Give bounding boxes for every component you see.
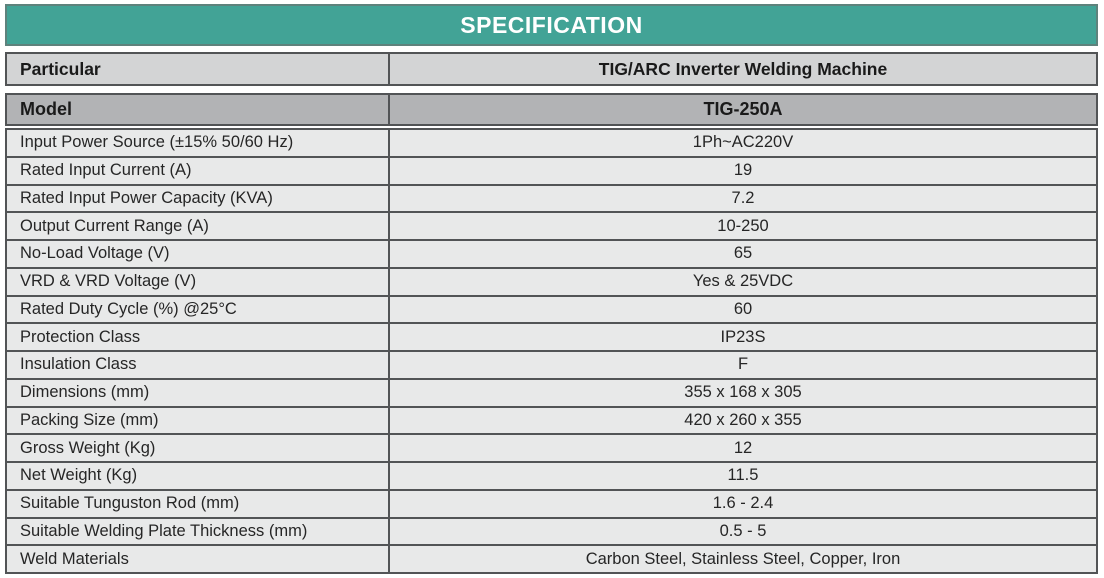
spec-value-cell: 1.6 - 2.4 — [712, 494, 774, 513]
table-row: Insulation Class F — [7, 352, 1096, 380]
spec-label-cell: Gross Weight (Kg) — [7, 435, 390, 461]
table-row: Suitable Tunguston Rod (mm) 1.6 - 2.4 — [7, 490, 1096, 519]
spec-value-cell: Carbon Steel, Stainless Steel, Copper, I… — [585, 549, 901, 568]
spec-label-cell: Rated Input Power Capacity (KVA) — [7, 185, 390, 212]
spec-label-cell: Rated Input Current (A) — [7, 157, 390, 184]
spec-label-cell: Dimensions (mm) — [7, 379, 390, 406]
specification-title-bar: SPECIFICATION — [5, 4, 1098, 46]
spec-value-cell: 1Ph~AC220V — [692, 133, 794, 152]
spec-value-cell: 19 — [733, 161, 753, 180]
specification-table: Input Power Source (±15% 50/60 Hz) 1Ph~A… — [5, 128, 1098, 574]
particular-header-label: Particular — [7, 54, 390, 84]
spec-label-cell: No-Load Voltage (V) — [7, 241, 390, 267]
spec-label-cell: Packing Size (mm) — [7, 407, 390, 434]
table-row: Weld Materials Carbon Steel, Stainless S… — [7, 546, 1096, 572]
spec-label-cell: Net Weight (Kg) — [7, 463, 390, 489]
spec-label-cell: Insulation Class — [7, 352, 390, 378]
spec-label-cell: VRD & VRD Voltage (V) — [7, 268, 390, 295]
spec-label-cell: Input Power Source (±15% 50/60 Hz) — [7, 130, 390, 156]
table-row: Input Power Source (±15% 50/60 Hz) 1Ph~A… — [7, 130, 1096, 158]
particular-header-row: Particular TIG/ARC Inverter Welding Mach… — [5, 52, 1098, 86]
table-row: VRD & VRD Voltage (V) Yes & 25VDC — [7, 268, 1096, 297]
spec-value-cell: 0.5 - 5 — [719, 521, 767, 540]
spec-value-cell: 10-250 — [717, 216, 769, 235]
spec-value-cell: IP23S — [720, 327, 766, 346]
spec-value-cell: F — [737, 355, 749, 374]
spec-label-cell: Suitable Tunguston Rod (mm) — [7, 490, 390, 517]
table-row: Suitable Welding Plate Thickness (mm) 0.… — [7, 518, 1096, 547]
spec-label-cell: Output Current Range (A) — [7, 213, 390, 239]
table-row: Net Weight (Kg) 11.5 — [7, 463, 1096, 491]
spec-value-cell: 11.5 — [727, 466, 759, 485]
table-row: Protection Class IP23S — [7, 324, 1096, 352]
spec-value-cell: Yes & 25VDC — [692, 272, 794, 291]
spec-label-cell: Weld Materials — [7, 546, 390, 572]
specification-sheet: SPECIFICATION Particular TIG/ARC Inverte… — [5, 4, 1098, 574]
spec-label-cell: Rated Duty Cycle (%) @25°C — [7, 296, 390, 323]
spec-value-cell: 60 — [733, 299, 753, 318]
table-row: Gross Weight (Kg) 12 — [7, 435, 1096, 463]
particular-header-value: TIG/ARC Inverter Welding Machine — [598, 58, 888, 79]
model-header-row: Model TIG-250A — [5, 93, 1098, 126]
spec-label-cell: Protection Class — [7, 324, 390, 350]
table-row: Output Current Range (A) 10-250 — [7, 213, 1096, 241]
spec-label-cell: Suitable Welding Plate Thickness (mm) — [7, 518, 390, 545]
specification-title: SPECIFICATION — [460, 11, 643, 38]
table-row: Rated Input Power Capacity (KVA) 7.2 — [7, 185, 1096, 214]
table-row: Rated Input Current (A) 19 — [7, 157, 1096, 186]
table-row: Rated Duty Cycle (%) @25°C 60 — [7, 296, 1096, 325]
spec-value-cell: 420 x 260 x 355 — [684, 410, 802, 429]
table-row: Dimensions (mm) 355 x 168 x 305 — [7, 379, 1096, 408]
model-header-label: Model — [7, 95, 390, 124]
table-row: No-Load Voltage (V) 65 — [7, 241, 1096, 269]
spec-value-cell: 7.2 — [731, 188, 755, 207]
table-row: Packing Size (mm) 420 x 260 x 355 — [7, 407, 1096, 436]
spec-value-cell: 65 — [733, 244, 753, 263]
spec-value-cell: 355 x 168 x 305 — [684, 383, 802, 402]
model-header-value: TIG-250A — [703, 99, 783, 119]
spec-value-cell: 12 — [733, 438, 753, 457]
